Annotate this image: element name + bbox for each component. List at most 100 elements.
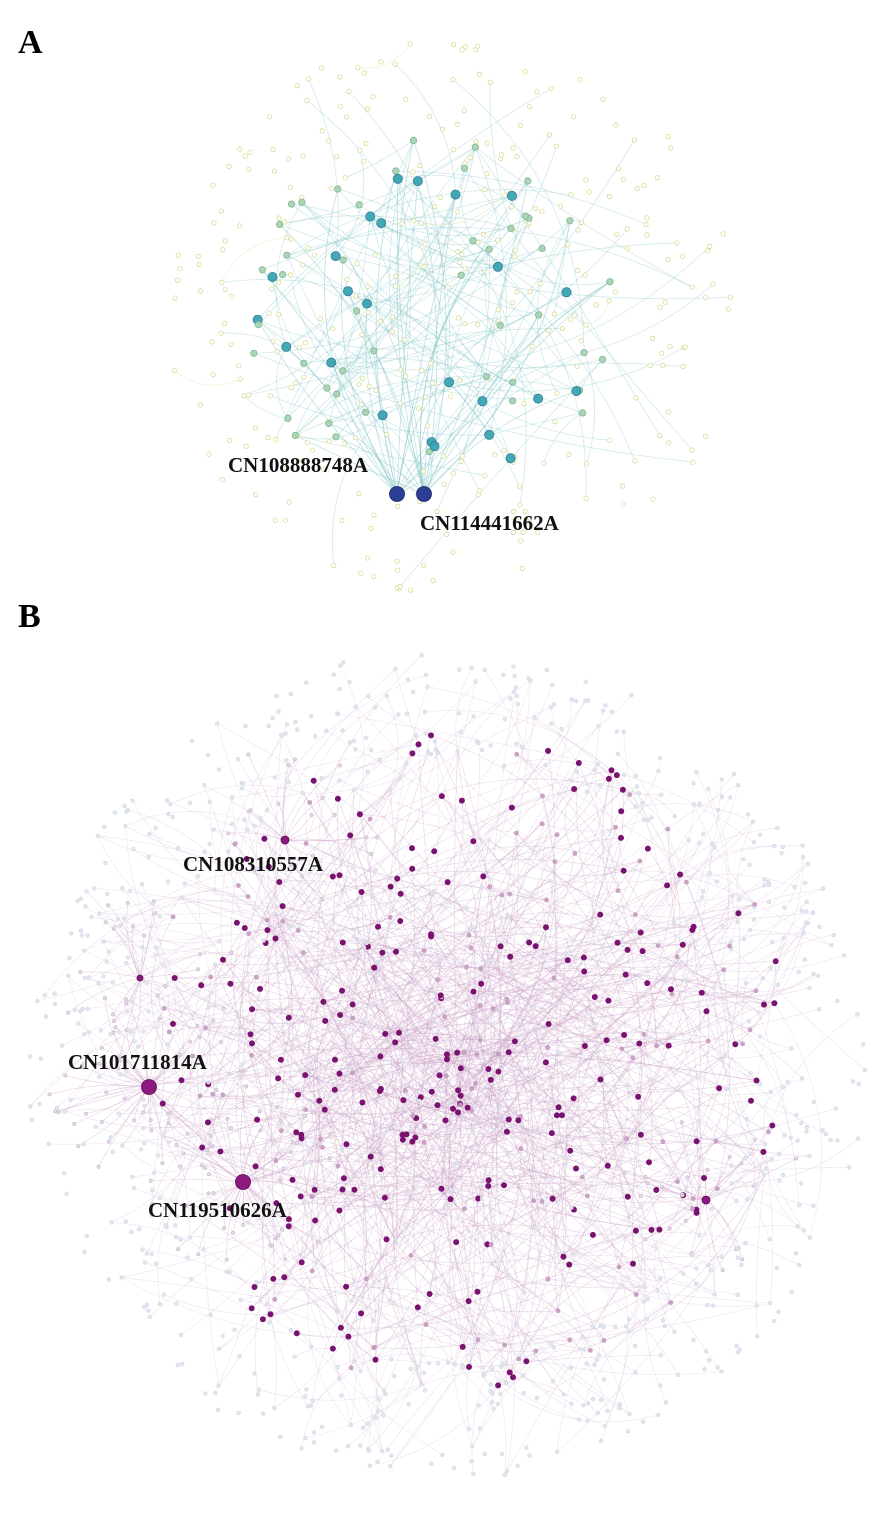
edge bbox=[323, 957, 584, 1003]
node bbox=[620, 501, 627, 507]
node bbox=[520, 529, 526, 535]
edge bbox=[431, 913, 739, 1093]
node bbox=[627, 1329, 632, 1334]
edge bbox=[240, 1086, 247, 1183]
node bbox=[500, 1182, 507, 1189]
node bbox=[796, 969, 801, 975]
node bbox=[242, 817, 247, 822]
edge bbox=[207, 878, 398, 1123]
node bbox=[306, 76, 312, 82]
node bbox=[657, 304, 663, 310]
edge bbox=[170, 784, 303, 805]
edge bbox=[572, 1230, 637, 1255]
node bbox=[210, 1144, 215, 1149]
node bbox=[253, 491, 259, 498]
edge bbox=[775, 934, 834, 962]
edge bbox=[490, 763, 599, 1228]
edge bbox=[457, 750, 502, 1187]
node bbox=[210, 371, 216, 378]
edge bbox=[436, 1056, 726, 1296]
edge bbox=[216, 723, 353, 1005]
edge bbox=[482, 400, 610, 441]
node bbox=[310, 853, 315, 858]
node bbox=[614, 939, 621, 946]
edge bbox=[431, 352, 585, 443]
node bbox=[504, 188, 510, 194]
node bbox=[763, 1166, 768, 1172]
edge bbox=[497, 1385, 659, 1423]
node bbox=[165, 1042, 170, 1047]
edge bbox=[139, 969, 199, 979]
node bbox=[429, 1461, 434, 1466]
node bbox=[125, 807, 130, 813]
node bbox=[624, 245, 630, 251]
edge bbox=[437, 1059, 727, 1106]
node bbox=[482, 373, 491, 381]
edge bbox=[741, 982, 747, 1044]
edge bbox=[398, 1032, 451, 1200]
node bbox=[366, 1448, 372, 1453]
edge bbox=[535, 1318, 647, 1352]
node bbox=[237, 146, 243, 152]
node bbox=[106, 903, 111, 908]
edge bbox=[472, 240, 587, 499]
node bbox=[436, 1361, 441, 1366]
edge bbox=[273, 913, 553, 1179]
edge bbox=[627, 949, 727, 1090]
node bbox=[147, 1314, 152, 1319]
edge bbox=[475, 1083, 495, 1131]
node bbox=[772, 843, 777, 849]
node bbox=[649, 1077, 654, 1082]
edge bbox=[534, 1043, 640, 1228]
node bbox=[633, 395, 639, 401]
edge bbox=[509, 956, 571, 1151]
node bbox=[508, 696, 513, 701]
node bbox=[540, 793, 545, 799]
node bbox=[132, 1039, 137, 1044]
node bbox=[80, 1061, 86, 1066]
node bbox=[367, 816, 373, 822]
edge bbox=[350, 1353, 455, 1369]
edge bbox=[418, 744, 527, 1362]
node bbox=[377, 318, 383, 325]
edge bbox=[248, 933, 367, 1368]
node bbox=[72, 1122, 77, 1127]
edge bbox=[516, 953, 567, 1325]
edge bbox=[603, 1151, 764, 1341]
edge bbox=[284, 1277, 361, 1372]
edge bbox=[332, 835, 354, 1019]
node bbox=[415, 405, 422, 411]
node bbox=[456, 377, 462, 384]
edge bbox=[397, 846, 668, 886]
node bbox=[474, 43, 481, 49]
node bbox=[367, 1153, 374, 1160]
edge bbox=[397, 178, 587, 326]
node bbox=[264, 917, 270, 923]
node bbox=[533, 1348, 539, 1354]
edge bbox=[340, 1229, 660, 1329]
node bbox=[797, 1203, 802, 1208]
edge bbox=[279, 224, 731, 300]
node bbox=[605, 997, 612, 1004]
node bbox=[633, 1369, 638, 1375]
node bbox=[265, 863, 272, 870]
edge bbox=[341, 1149, 367, 1302]
edge bbox=[297, 969, 724, 1096]
node bbox=[490, 1006, 496, 1011]
edge bbox=[692, 928, 832, 946]
edge bbox=[535, 1033, 609, 1167]
node bbox=[146, 854, 151, 859]
edge bbox=[318, 890, 435, 1101]
edge bbox=[353, 763, 407, 937]
node bbox=[331, 1086, 338, 1093]
edge bbox=[282, 905, 378, 963]
node bbox=[303, 1435, 308, 1441]
edge bbox=[162, 789, 354, 1104]
edge bbox=[425, 1324, 449, 1363]
edge bbox=[738, 863, 809, 914]
edge bbox=[341, 997, 442, 1150]
edge bbox=[647, 933, 804, 984]
node bbox=[195, 967, 200, 972]
node bbox=[365, 211, 376, 222]
node bbox=[393, 666, 398, 672]
